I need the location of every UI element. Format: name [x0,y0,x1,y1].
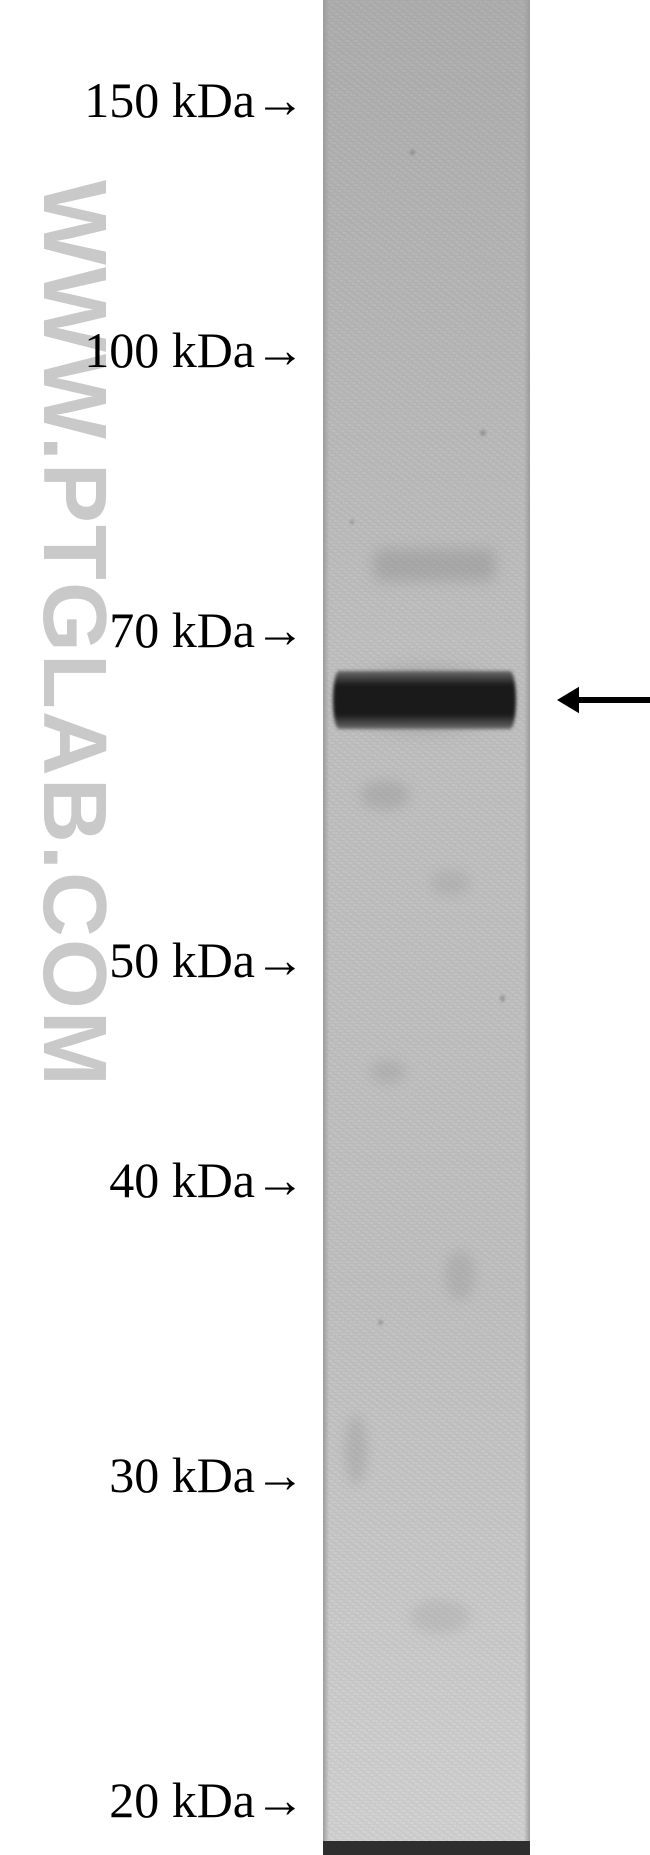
mw-marker-label: 40 kDa→ [0,1155,305,1205]
mw-marker-label: 50 kDa→ [0,935,305,985]
lane-smudge [430,870,470,896]
lane-edge-left [323,0,329,1855]
main-band [333,671,516,729]
lane-speck [350,520,354,524]
lane-speck [480,430,486,436]
target-band-arrow [555,674,650,726]
lane-smudge [410,1600,470,1634]
lane-bottom-edge [323,1841,530,1855]
lane-smudge [360,780,410,810]
lane-speck [378,1320,383,1325]
lane-speck [500,995,505,1002]
lane-smudge [370,1060,406,1084]
mw-marker-label: 70 kDa→ [0,605,305,655]
lane-edge-right [524,0,530,1855]
mw-marker-label: 100 kDa→ [0,325,305,375]
lane-speck [410,150,415,155]
mw-marker-label: 20 kDa→ [0,1775,305,1825]
blot-lane [323,0,530,1855]
faint-band [373,549,496,581]
blot-figure: WWW.PTGLAB.COM 150 kDa→100 kDa→70 kDa→50… [0,0,650,1855]
mw-marker-label: 150 kDa→ [0,75,305,125]
lane-smudge [445,1250,475,1300]
mw-marker-label: 30 kDa→ [0,1450,305,1500]
lane-smudge [345,1415,367,1485]
